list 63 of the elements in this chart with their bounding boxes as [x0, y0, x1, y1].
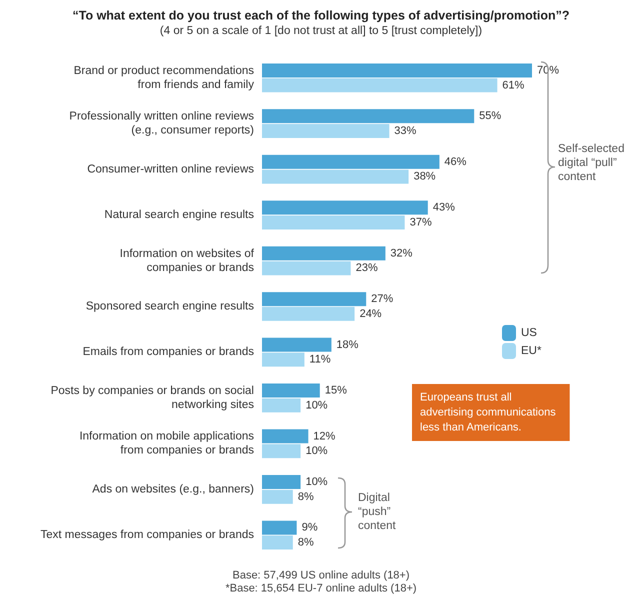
bar [262, 109, 474, 124]
data-label: 10% [306, 476, 328, 488]
data-label: 38% [414, 170, 436, 183]
data-label: 46% [444, 156, 467, 168]
y-tick-label: Emails from companies or brands [82, 346, 254, 358]
y-tick-label: Sponsored search engine results [86, 300, 254, 312]
data-label: 43% [432, 202, 456, 214]
bar [262, 520, 297, 535]
data-label: 9% [302, 522, 318, 534]
annotation: Europeans trust all advertising communications less than Americans. [420, 392, 556, 434]
bar [262, 444, 301, 458]
data-label: 23% [356, 262, 378, 274]
data-label: 27% [371, 293, 394, 306]
chart-title: “To what extent do you trust each of the following types of advertising/promotion”? [72, 8, 570, 22]
data-label: 37% [410, 216, 432, 228]
bar [262, 292, 366, 306]
y-tick-label: Ads on websites (e.g., banners) [92, 483, 254, 496]
data-label: 33% [394, 125, 417, 138]
annotation: Digital “push” content [358, 492, 397, 532]
bar [262, 306, 355, 321]
data-label: 61% [502, 79, 525, 92]
bar [262, 536, 293, 550]
y-tick-label: Text messages from companies or brands [40, 529, 254, 542]
data-label: 15% [324, 384, 348, 397]
legend-label: US [521, 327, 538, 339]
chart-subtitle: (4 or 5 on a scale of 1 [do not trust at all] to 5 [trust completely]) [160, 25, 482, 37]
data-label: 32% [390, 247, 413, 260]
data-label: 11% [309, 354, 331, 366]
bar [262, 63, 532, 78]
y-tick-label: Information on mobile applications from companies or brands [79, 430, 254, 457]
bar [262, 215, 405, 230]
y-tick-label: Professionally written online reviews (e.g., consumer reports) [69, 110, 254, 137]
bar [262, 261, 351, 276]
y-tick-label: Consumer-written online reviews [87, 163, 254, 176]
text: Self-selected digital “pull” content [558, 143, 624, 183]
data-label: 8% [298, 536, 314, 549]
data-label: 55% [479, 110, 502, 122]
bar [262, 398, 301, 412]
data-label: 10% [306, 399, 328, 412]
bar [262, 124, 390, 138]
bar [262, 352, 304, 367]
data-label: 24% [360, 308, 382, 320]
bar [262, 338, 332, 352]
bar [262, 429, 308, 444]
bar [262, 384, 320, 398]
bar [262, 154, 440, 169]
bar [262, 246, 386, 260]
bar [262, 490, 293, 504]
bar [262, 474, 301, 489]
text: Base: 57,499 US online adults (18+) [232, 570, 410, 582]
bar [262, 170, 409, 184]
bar [262, 78, 498, 92]
text: *Base: 15,654 EU-7 online adults (18+) [225, 582, 417, 594]
data-label: 10% [306, 445, 328, 458]
data-label: 18% [336, 338, 359, 351]
data-label: 12% [313, 430, 336, 442]
y-tick-label: Information on websites of companies or brands [120, 248, 255, 274]
data-label: 8% [298, 490, 314, 503]
legend-label: EU* [521, 345, 542, 357]
y-tick-label: Posts by companies or brands on social networking sites [50, 384, 254, 411]
bar [262, 200, 428, 215]
y-tick-label: Brand or product recommendations from friends and family [74, 64, 254, 91]
y-tick-label: Natural search engine results [104, 209, 254, 222]
